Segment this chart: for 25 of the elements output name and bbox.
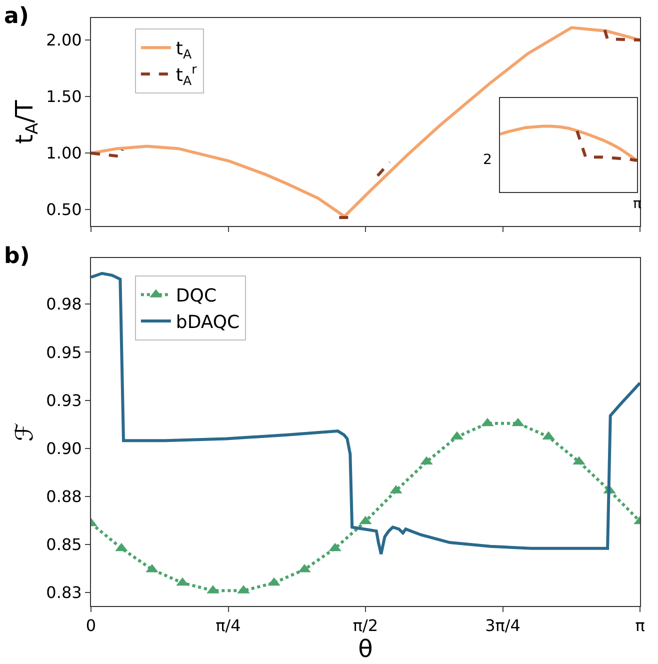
y-tick-label: 1.00 — [46, 144, 82, 163]
x-tick-label: π — [635, 616, 646, 636]
x-tick-label: 0 — [86, 616, 96, 636]
y-tick-label: 0.85 — [46, 535, 82, 554]
legend-label: DQC — [176, 286, 217, 307]
line-series — [91, 272, 640, 556]
y-tick-label: 0.98 — [46, 294, 82, 314]
y-tick-label: 2.00 — [46, 30, 82, 50]
text: a) — [4, 4, 29, 29]
annotation: 2 — [483, 152, 492, 168]
y-tick-label: 0.88 — [46, 487, 82, 506]
x-tick-label: π/2 — [352, 616, 378, 636]
text: b) — [4, 244, 30, 269]
legend-label: bDAQC — [176, 312, 240, 334]
y-tick-label: 0.93 — [46, 390, 82, 410]
y-tick-label: 1.50 — [46, 87, 82, 106]
x-tick-label: 3π/4 — [485, 616, 520, 636]
x-axis-title: θ — [358, 635, 373, 664]
y-tick-label: 0.50 — [46, 200, 82, 220]
y-tick-label: 0.83 — [46, 583, 82, 602]
y-axis-title: ℱ — [10, 422, 38, 442]
y-tick-label: 0.95 — [46, 342, 82, 362]
y-tick-label: 0.90 — [46, 438, 82, 458]
legend-label: t$_{A}$ — [176, 38, 192, 62]
x-tick-label: π/4 — [216, 616, 241, 636]
